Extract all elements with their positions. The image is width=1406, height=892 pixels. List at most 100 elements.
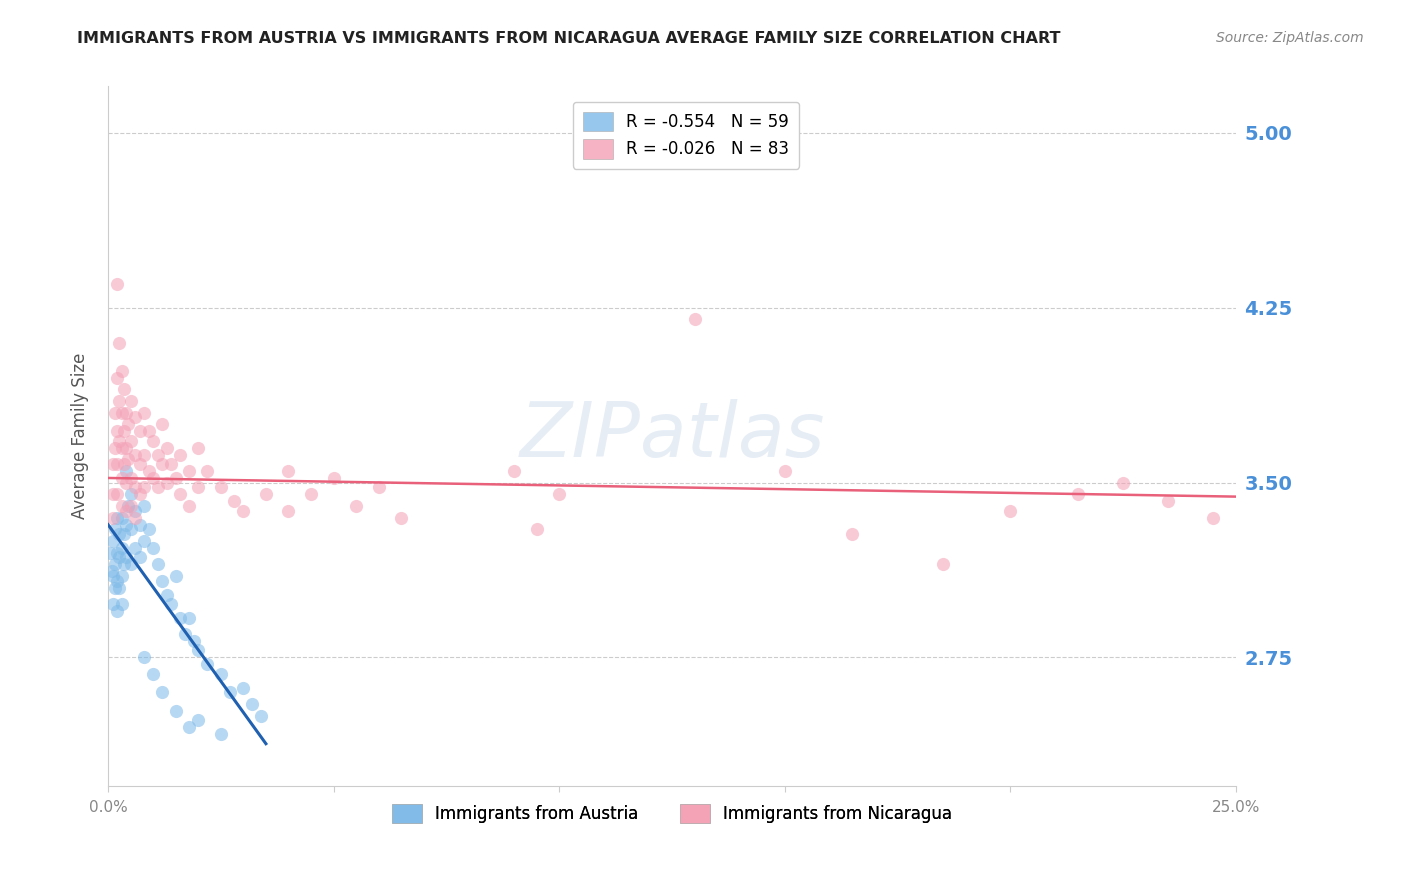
Point: [344, 499, 367, 513]
Point: [195, 464, 218, 478]
Point: [105, 277, 128, 292]
Point: [108, 434, 131, 448]
Point: [138, 425, 160, 439]
Point: [503, 464, 526, 478]
Point: [299, 487, 322, 501]
Point: [132, 406, 155, 420]
Point: [683, 312, 706, 326]
Point: [209, 480, 232, 494]
Point: [132, 448, 155, 462]
Point: [115, 503, 138, 517]
Point: [110, 499, 132, 513]
Text: IMMIGRANTS FROM AUSTRIA VS IMMIGRANTS FROM NICARAGUA AVERAGE FAMILY SIZE CORRELA: IMMIGRANTS FROM AUSTRIA VS IMMIGRANTS FR…: [77, 31, 1062, 46]
Point: [115, 550, 138, 565]
Point: [110, 510, 132, 524]
Point: [115, 464, 138, 478]
Point: [179, 720, 201, 734]
Point: [165, 569, 187, 583]
Point: [132, 499, 155, 513]
Point: [179, 611, 201, 625]
Point: [146, 448, 169, 462]
Point: [108, 335, 131, 350]
Point: [150, 417, 173, 432]
Point: [160, 597, 183, 611]
Point: [179, 464, 201, 478]
Y-axis label: Average Family Size: Average Family Size: [72, 353, 89, 519]
Point: [277, 503, 299, 517]
Point: [150, 457, 173, 471]
Point: [105, 457, 128, 471]
Point: [108, 527, 131, 541]
Point: [101, 510, 124, 524]
Point: [112, 457, 135, 471]
Point: [1067, 487, 1090, 501]
Point: [183, 634, 205, 648]
Point: [98, 545, 121, 559]
Point: [1157, 494, 1180, 508]
Point: [232, 681, 254, 695]
Point: [128, 457, 150, 471]
Point: [105, 370, 128, 384]
Point: [124, 410, 146, 425]
Point: [105, 574, 128, 588]
Point: [115, 517, 138, 532]
Point: [156, 441, 179, 455]
Point: [110, 364, 132, 378]
Point: [105, 545, 128, 559]
Point: [240, 697, 263, 711]
Point: [1202, 510, 1225, 524]
Point: [187, 714, 209, 728]
Point: [110, 597, 132, 611]
Point: [138, 464, 160, 478]
Point: [108, 550, 131, 565]
Point: [156, 588, 179, 602]
Point: [110, 541, 132, 555]
Point: [146, 480, 169, 494]
Point: [209, 727, 232, 741]
Point: [101, 569, 124, 583]
Point: [187, 643, 209, 657]
Point: [117, 452, 139, 467]
Point: [150, 574, 173, 588]
Point: [195, 657, 218, 672]
Point: [142, 666, 165, 681]
Point: [218, 685, 240, 699]
Point: [101, 533, 124, 548]
Point: [277, 464, 299, 478]
Point: [165, 471, 187, 485]
Point: [1000, 503, 1022, 517]
Point: [112, 425, 135, 439]
Point: [101, 487, 124, 501]
Point: [160, 457, 183, 471]
Point: [124, 448, 146, 462]
Point: [115, 475, 138, 490]
Point: [132, 533, 155, 548]
Point: [100, 564, 122, 578]
Point: [120, 434, 142, 448]
Point: [773, 464, 796, 478]
Point: [115, 441, 138, 455]
Point: [101, 597, 124, 611]
Point: [179, 499, 201, 513]
Point: [187, 441, 209, 455]
Text: ZIPatlas: ZIPatlas: [519, 399, 825, 473]
Point: [105, 425, 128, 439]
Point: [389, 510, 412, 524]
Point: [104, 581, 127, 595]
Point: [526, 522, 548, 536]
Point: [110, 441, 132, 455]
Legend: Immigrants from Austria, Immigrants from Nicaragua: Immigrants from Austria, Immigrants from…: [385, 797, 959, 830]
Point: [173, 627, 195, 641]
Point: [165, 704, 187, 718]
Point: [101, 457, 124, 471]
Point: [548, 487, 571, 501]
Point: [124, 510, 146, 524]
Point: [142, 541, 165, 555]
Point: [224, 494, 246, 508]
Point: [108, 581, 131, 595]
Point: [105, 604, 128, 618]
Point: [931, 558, 953, 572]
Point: [128, 425, 150, 439]
Point: [254, 487, 277, 501]
Point: [120, 558, 142, 572]
